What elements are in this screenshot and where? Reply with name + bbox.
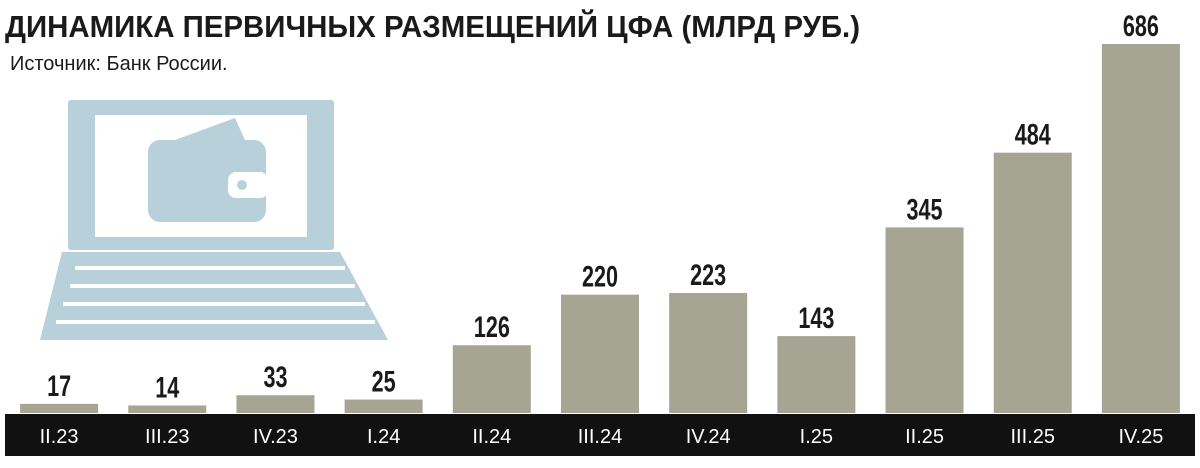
laptop-keyboard [40, 252, 388, 340]
x-tick-label: IV.25 [1118, 426, 1163, 448]
laptop-icon [40, 100, 388, 340]
value-label: 25 [372, 364, 396, 398]
x-tick-label: II.25 [905, 426, 944, 448]
bar [1101, 44, 1180, 413]
x-tick-label: III.24 [578, 426, 622, 448]
bar [561, 294, 639, 413]
x-tick-label: I.25 [800, 426, 833, 448]
bar [669, 293, 748, 413]
bar [128, 405, 207, 413]
bar [452, 345, 531, 413]
wallet-card [175, 118, 245, 140]
x-tick-label: I.24 [367, 426, 400, 448]
x-tick-label: III.23 [145, 426, 189, 448]
value-label: 143 [798, 301, 834, 335]
x-tick-label: IV.23 [253, 426, 298, 448]
x-tick-label: III.25 [1010, 426, 1054, 448]
bar [20, 403, 99, 413]
bar [777, 336, 856, 413]
value-label: 484 [1015, 117, 1051, 151]
keyboard-keys [56, 266, 375, 324]
x-tick-label: II.23 [40, 426, 79, 448]
bar [236, 395, 315, 413]
bar [993, 152, 1072, 413]
value-label: 220 [582, 259, 618, 293]
wallet-button [237, 180, 247, 190]
wallet [148, 140, 266, 222]
category-band [5, 414, 1195, 456]
chart-subtitle: Источник: Банк России. [10, 53, 228, 75]
value-label: 686 [1123, 8, 1159, 42]
x-tick-label: IV.24 [686, 426, 731, 448]
wallet-clasp [228, 172, 268, 198]
bar [344, 399, 423, 413]
value-label: 17 [47, 368, 71, 402]
value-label: 126 [474, 310, 510, 344]
x-tick-label: II.24 [472, 426, 511, 448]
value-label: 14 [155, 370, 179, 404]
value-label: 345 [907, 192, 943, 226]
bar [885, 227, 964, 413]
chart-title: ДИНАМИКА ПЕРВИЧНЫХ РАЗМЕЩЕНИЙ ЦФА (МЛРД … [5, 8, 860, 44]
value-label: 33 [263, 360, 287, 394]
value-label: 223 [690, 258, 726, 292]
